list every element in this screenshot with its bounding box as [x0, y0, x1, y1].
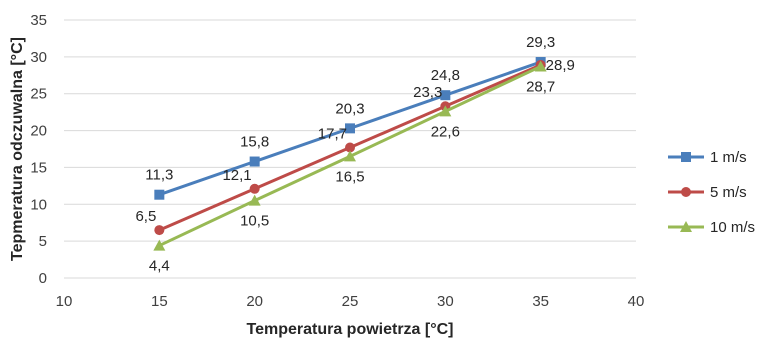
data-point-circle [681, 187, 691, 197]
data-point-square [154, 189, 165, 200]
x-axis-title: Temperatura powietrza [°C] [246, 321, 453, 338]
data-label: 10,5 [240, 213, 269, 230]
data-label: 23,3 [413, 84, 442, 101]
data-point-circle [249, 183, 260, 194]
data-label: 28,7 [526, 78, 555, 95]
data-point-triangle [534, 60, 547, 72]
data-label: 20,3 [335, 100, 364, 117]
data-label: 16,5 [335, 168, 364, 185]
y-tick-label: 0 [39, 270, 47, 287]
legend-item: 1 m/s [668, 149, 747, 166]
legend-label: 5 m/s [710, 184, 747, 201]
x-tick-label: 25 [342, 293, 359, 310]
series-group [153, 57, 547, 251]
y-tick-label: 25 [30, 86, 47, 103]
data-label: 17,7 [318, 126, 347, 143]
data-label: 12,1 [222, 167, 251, 184]
data-label: 28,9 [546, 57, 575, 74]
y-tick-label: 30 [30, 49, 47, 66]
data-point-square [440, 90, 451, 101]
x-tick-label: 35 [532, 293, 549, 310]
data-label: 11,3 [145, 167, 173, 184]
x-tick-label: 15 [151, 293, 168, 310]
legend-label: 10 m/s [710, 219, 755, 236]
data-labels: 11,3 15,8 20,3 24,8 29,3 6,5 12,1 17,7 23,3 28,9 4… [135, 34, 574, 275]
data-point-square [345, 123, 355, 134]
data-point-circle [345, 142, 355, 153]
x-tick-label: 20 [246, 293, 263, 310]
data-label: 29,3 [526, 34, 555, 51]
y-tick-label: 5 [39, 233, 47, 250]
y-tick-label: 10 [30, 196, 47, 213]
data-label: 24,8 [431, 67, 460, 84]
y-axis-title: Tepmeratura odczuwalna [°C] [9, 37, 26, 261]
data-point-triangle [439, 105, 452, 117]
y-tick-label: 15 [30, 159, 47, 176]
data-point-triangle [248, 194, 261, 206]
x-tick-label: 40 [628, 293, 645, 310]
data-label: 4,4 [149, 258, 170, 275]
data-point-triangle [344, 150, 356, 162]
data-label: 6,5 [135, 208, 156, 225]
x-axis-ticks: 10 15 20 25 30 35 40 [56, 293, 645, 310]
x-tick-label: 30 [437, 293, 454, 310]
series-circle [154, 59, 546, 236]
legend-item: 10 m/s [668, 219, 755, 236]
data-point-triangle [680, 221, 692, 232]
series-triangle [153, 60, 547, 251]
data-label: 22,6 [431, 123, 460, 140]
data-point-square [681, 152, 691, 162]
data-label: 15,8 [240, 134, 269, 151]
data-point-triangle [153, 239, 166, 251]
x-tick-label: 10 [56, 293, 73, 310]
y-axis-ticks: 0 5 10 15 20 25 30 35 [30, 12, 47, 287]
legend-label: 1 m/s [710, 149, 747, 166]
y-tick-label: 35 [30, 12, 47, 29]
legend: 1 m/s 5 m/s 10 m/s [668, 149, 755, 236]
y-tick-label: 20 [30, 123, 47, 140]
data-point-square [249, 156, 260, 167]
legend-item: 5 m/s [668, 184, 747, 201]
data-point-circle [154, 225, 165, 236]
